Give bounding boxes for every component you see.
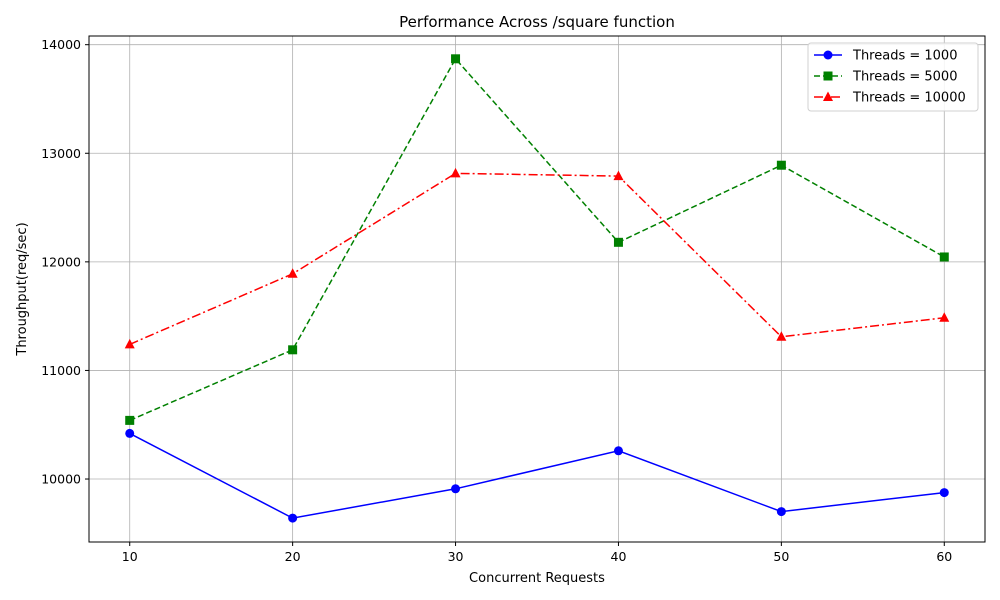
legend-label: Threads = 5000 [852, 70, 957, 85]
legend-marker [823, 91, 833, 101]
x-tick-label: 30 [448, 549, 464, 564]
plot-area-frame [88, 35, 986, 543]
x-axis-title: Concurrent Requests [469, 571, 605, 586]
legend-item: Threads = 5000 [814, 70, 957, 85]
data-point [451, 484, 461, 494]
legend-label: Threads = 10000 [852, 91, 966, 106]
x-tick-label: 50 [773, 549, 789, 564]
data-point [287, 268, 298, 278]
data-point [939, 312, 950, 322]
data-point [451, 54, 461, 64]
y-tick-label: 10000 [41, 472, 81, 487]
data-point [939, 488, 949, 498]
y-tick-label: 12000 [41, 254, 81, 269]
data-point [613, 237, 623, 247]
y-tick-label: 11000 [41, 363, 81, 378]
legend: Threads = 1000 Threads = 5000 Threads = 10… [807, 42, 979, 112]
x-tick-label: 10 [122, 549, 138, 564]
y-axis-title: Throughput(req/sec) [15, 222, 30, 356]
data-point [450, 167, 461, 178]
legend-marker [823, 71, 833, 81]
series-line [129, 172, 945, 346]
chart-title: Performance Across /square function [399, 13, 675, 31]
data-point [776, 507, 786, 517]
legend-label: Threads = 1000 [852, 49, 957, 64]
data-point [613, 170, 624, 181]
x-axis: 10 20 30 40 50 60 [122, 542, 952, 564]
series-1 [125, 428, 949, 523]
data-point [776, 331, 787, 341]
legend-item: Threads = 10000 [814, 91, 966, 106]
series-line [129, 432, 945, 519]
x-tick-label: 60 [936, 549, 952, 564]
legend-marker [823, 50, 833, 60]
data-point [124, 338, 135, 349]
y-axis: 10000 11000 12000 13000 14000 [41, 37, 89, 487]
x-tick-label: 40 [611, 549, 627, 564]
legend-item: Threads = 1000 [814, 49, 957, 64]
data-point [776, 160, 786, 170]
data-point [288, 513, 298, 523]
x-tick-label: 20 [285, 549, 301, 564]
series-line [129, 57, 945, 422]
y-tick-label: 13000 [41, 146, 81, 161]
y-tick-label: 14000 [41, 37, 81, 52]
data-point [939, 252, 949, 262]
data-point [125, 428, 135, 438]
legend-box [807, 42, 979, 112]
series-layer [124, 54, 950, 523]
data-point [288, 345, 298, 355]
series-2 [125, 54, 949, 425]
series-3 [124, 167, 950, 349]
data-point [125, 415, 135, 425]
data-point [613, 446, 623, 456]
